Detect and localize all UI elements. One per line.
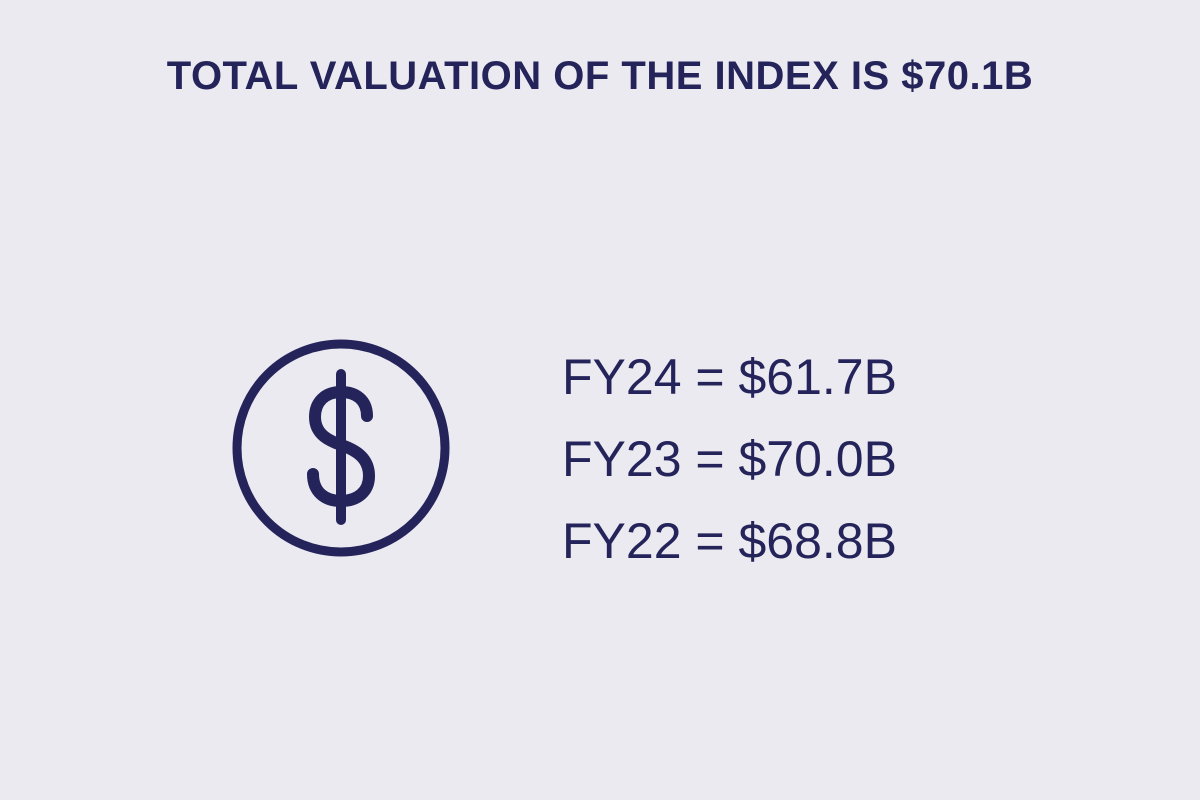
icon-dollar-s (307, 385, 376, 508)
valuation-line: FY22 = $68.8B (562, 513, 897, 569)
dollar-icon (232, 339, 450, 557)
valuation-list: FY24 = $61.7B FY23 = $70.0B FY22 = $68.8… (562, 336, 897, 582)
valuation-line: FY23 = $70.0B (562, 431, 897, 487)
icon-circle (232, 339, 450, 557)
title: TOTAL VALUATION OF THE INDEX IS $70.1B (166, 54, 1034, 98)
valuation-line: FY24 = $61.7B (562, 349, 897, 405)
